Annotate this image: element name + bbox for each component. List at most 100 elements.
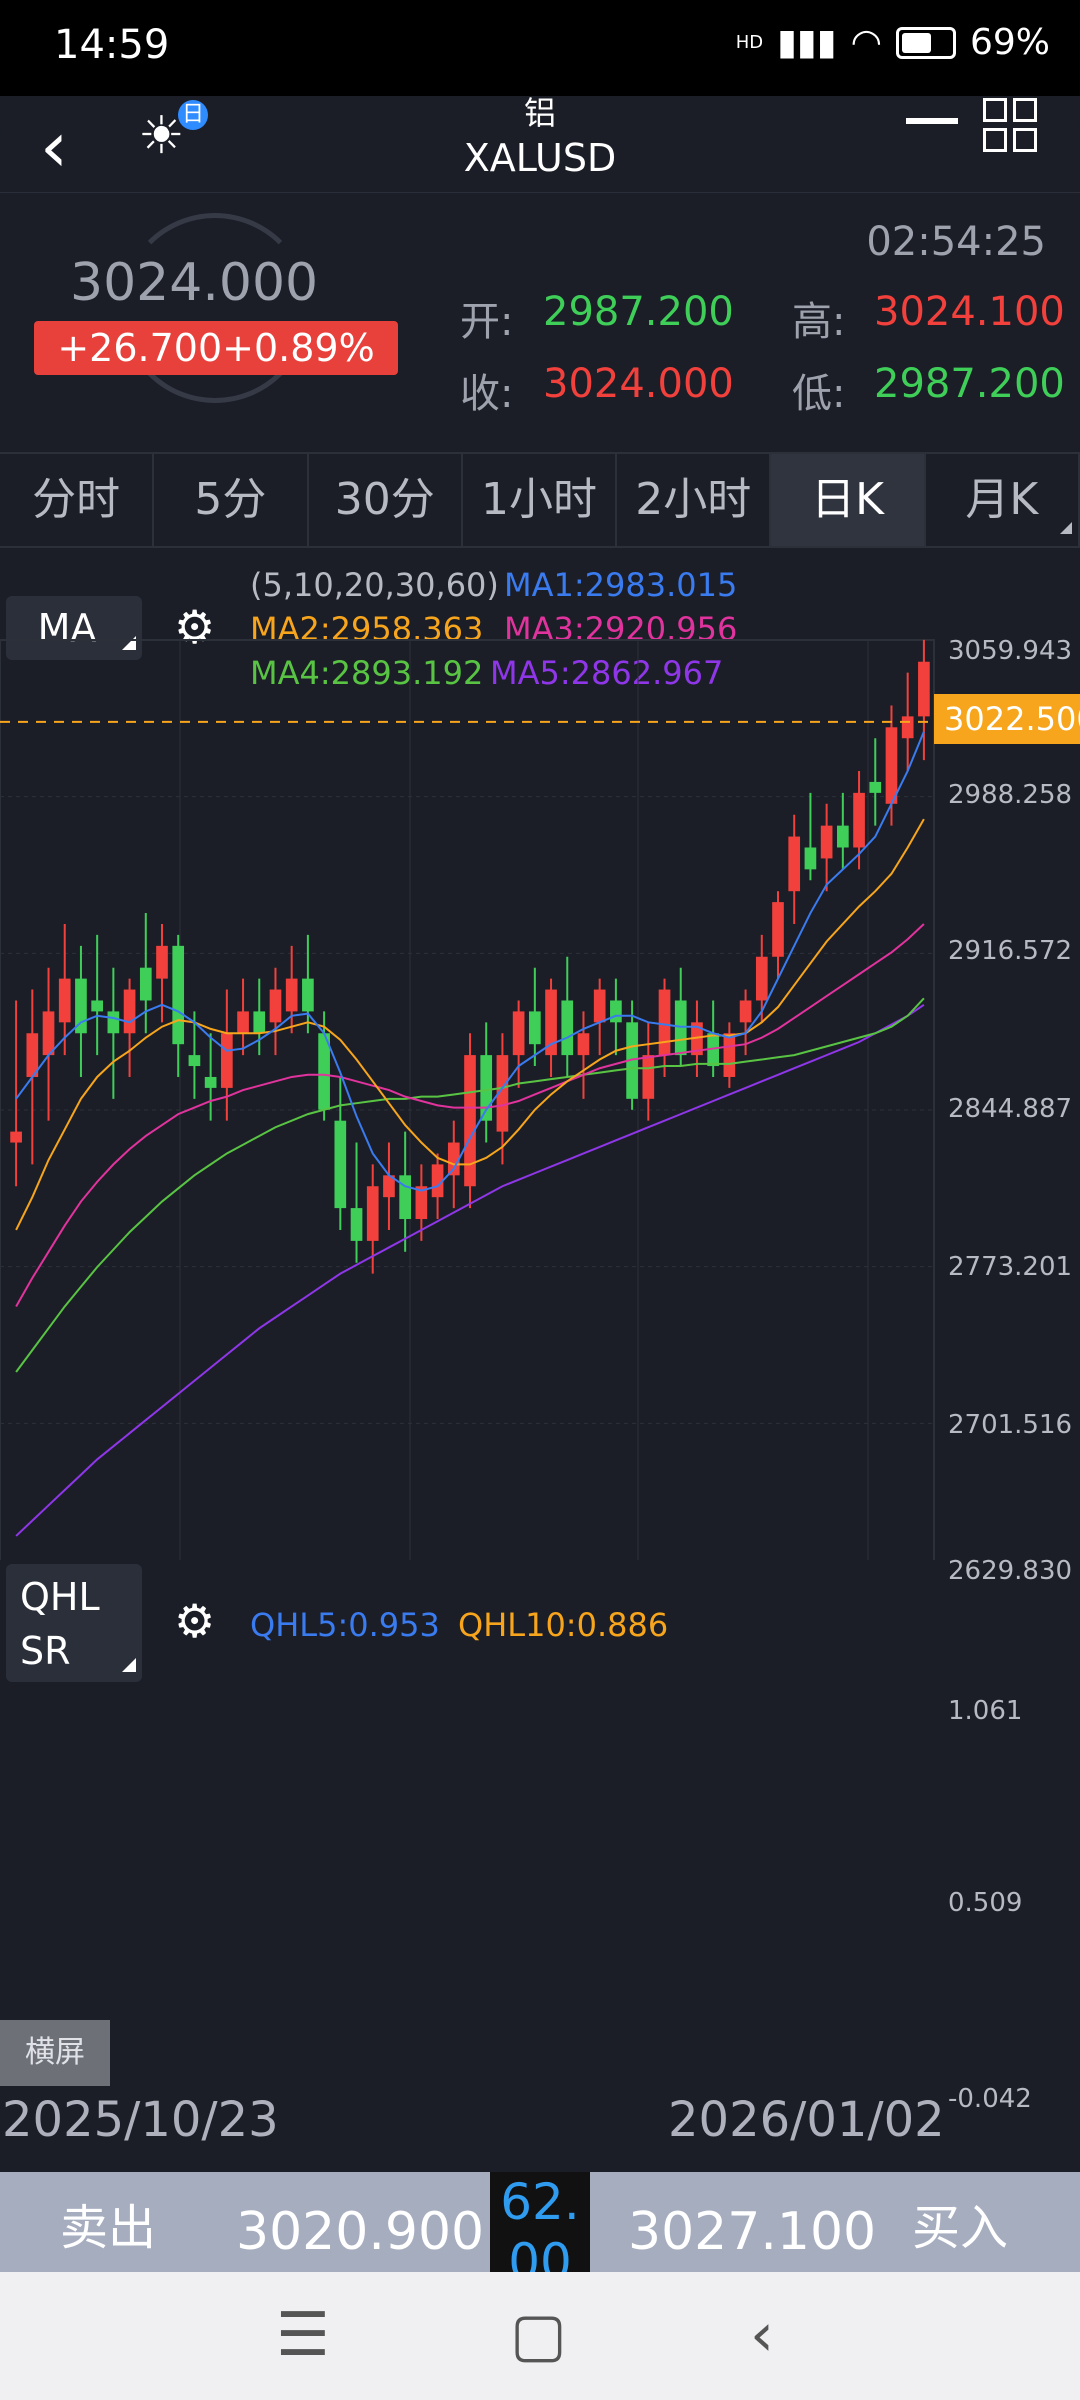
candle-body xyxy=(42,1011,55,1056)
candle-body xyxy=(366,1186,379,1241)
buy-price[interactable]: 3027.100 xyxy=(628,2202,877,2262)
wifi-icon: ◠ xyxy=(850,22,882,63)
ma5-legend: MA5:2862.967 xyxy=(490,654,724,692)
back-icon[interactable]: ‹ xyxy=(750,2300,774,2370)
tab-2hour[interactable]: 2小时 xyxy=(617,454,772,546)
candle-body xyxy=(593,989,606,1023)
tab-monthly-label: 月K xyxy=(965,474,1039,525)
tab-5min[interactable]: 5分 xyxy=(154,454,309,546)
sub-axis-label: 0.509 xyxy=(948,1888,1023,1918)
ma2-line xyxy=(15,818,925,1231)
price-axis-label: 2844.887 xyxy=(948,1094,1073,1124)
ma2-legend: MA2:2958.363 xyxy=(250,610,484,648)
signal-icon: HD xyxy=(735,32,764,53)
candle-body xyxy=(302,978,314,1012)
theme-badge: 日 xyxy=(178,100,208,130)
price-axis-label: 3059.943 xyxy=(948,636,1073,666)
cellular-icon: ▮▮▮ xyxy=(777,22,837,63)
candle-body xyxy=(496,1055,509,1132)
spread-value: 62. 00 xyxy=(490,2172,590,2272)
home-icon[interactable]: ▢ xyxy=(510,2300,567,2370)
tab-30min[interactable]: 30分 xyxy=(309,454,463,546)
low-value: 2987.200 xyxy=(874,361,1065,407)
candle-body xyxy=(10,1131,22,1143)
candle-body xyxy=(885,727,898,804)
candle-body xyxy=(642,1055,655,1099)
candlestick-chart[interactable] xyxy=(0,0,1080,1560)
dropdown-icon xyxy=(1059,522,1072,534)
candle-body xyxy=(755,956,768,1001)
candle-body xyxy=(561,1000,574,1056)
tab-daily[interactable]: 日K xyxy=(771,454,926,546)
ma1-legend: MA1:2983.015 xyxy=(504,566,738,604)
candle-body xyxy=(804,847,817,870)
ma4-line xyxy=(15,997,925,1373)
quote-time: 02:54:25 xyxy=(866,219,1046,265)
price-axis-label: 2629.830 xyxy=(948,1556,1073,1586)
menu-icon[interactable]: ☰ xyxy=(276,2300,330,2370)
candle-body xyxy=(172,945,185,1045)
candle-body xyxy=(447,1142,460,1176)
period-tabs: 分时 5分 30分 1小时 2小时 日K 月K xyxy=(0,452,1080,548)
ma4-legend: MA4:2893.192 xyxy=(250,654,484,692)
price-axis-label: 2701.516 xyxy=(948,1410,1073,1440)
candle-body xyxy=(918,661,930,717)
candle-body xyxy=(788,836,801,892)
candle-body xyxy=(204,1076,217,1088)
qhl5-legend: QHL5:0.953 xyxy=(250,1606,440,1644)
start-date: 2025/10/23 xyxy=(2,2092,279,2148)
instrument-name: 铝 xyxy=(523,94,556,132)
price-axis-label: 2988.258 xyxy=(948,780,1073,810)
settings-gear-icon[interactable]: ⚙ xyxy=(174,1594,216,1648)
candle-body xyxy=(464,1055,476,1187)
sell-button[interactable]: 卖出 xyxy=(60,2200,157,2256)
status-bar: 14:59 HD ▮▮▮ ◠ 69% xyxy=(0,0,1080,96)
candle-body xyxy=(723,1033,736,1077)
candle-body xyxy=(610,1000,622,1023)
candle-body xyxy=(107,1011,120,1034)
candle-body xyxy=(658,989,671,1056)
candle-body xyxy=(318,1033,330,1110)
main-indicator-selector[interactable]: MA xyxy=(6,596,142,660)
battery-icon xyxy=(895,26,956,59)
open-label: 开: xyxy=(460,299,514,345)
candle-body xyxy=(512,1011,525,1056)
ma-params: (5,10,20,30,60) xyxy=(250,566,499,604)
sub-axis-label: 1.061 xyxy=(948,1696,1023,1726)
qhl10-legend: QHL10:0.886 xyxy=(458,1606,669,1644)
candle-body xyxy=(545,989,557,1056)
last-price: 3024.000 xyxy=(70,253,319,313)
candle-body xyxy=(772,902,784,957)
candle-body xyxy=(334,1120,347,1209)
candle-body xyxy=(91,1000,103,1012)
high-value: 3024.100 xyxy=(874,289,1065,335)
price-axis-label: 2916.572 xyxy=(948,936,1073,966)
candle-body xyxy=(853,792,865,848)
trade-bar: 卖出 3020.900 62. 00 3027.100 买入 xyxy=(0,2172,1080,2272)
candle-body xyxy=(156,945,168,979)
sub-indicator-selector[interactable]: QHLSR xyxy=(6,1564,142,1682)
candle-body xyxy=(383,1175,395,1198)
close-value: 3024.000 xyxy=(543,361,734,407)
ma5-line xyxy=(15,1004,925,1537)
grid-icon[interactable] xyxy=(983,98,1037,152)
back-button[interactable]: ‹ xyxy=(40,106,68,188)
theme-toggle-icon[interactable]: ☀ xyxy=(138,106,185,166)
candle-body xyxy=(253,1011,266,1034)
sell-price[interactable]: 3020.900 xyxy=(236,2202,485,2262)
candle-body xyxy=(707,1033,719,1067)
tab-1hour[interactable]: 1小时 xyxy=(463,454,618,546)
status-time: 14:59 xyxy=(54,22,170,68)
candle-body xyxy=(399,1175,411,1220)
candle-body xyxy=(529,1011,541,1045)
settings-gear-icon[interactable]: ⚙ xyxy=(174,600,216,654)
minus-icon[interactable] xyxy=(906,118,958,124)
tab-monthly[interactable]: 月K xyxy=(926,454,1080,546)
landscape-button[interactable]: 横屏 xyxy=(0,2020,110,2086)
candle-body xyxy=(901,716,914,739)
dropdown-icon xyxy=(122,1658,136,1672)
main-plot-frame xyxy=(0,639,935,1560)
tab-timeshare[interactable]: 分时 xyxy=(0,454,155,546)
candle-body xyxy=(58,978,71,1023)
buy-button[interactable]: 买入 xyxy=(912,2200,1009,2256)
